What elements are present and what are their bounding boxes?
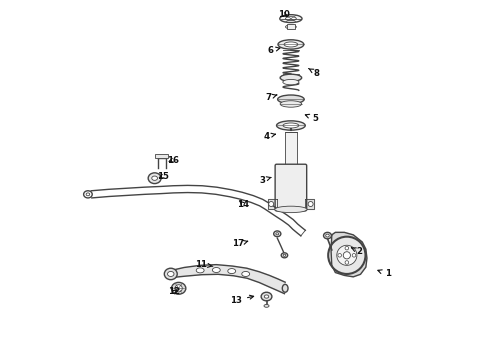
Ellipse shape (278, 40, 304, 49)
Ellipse shape (152, 176, 157, 180)
Circle shape (345, 246, 349, 250)
Text: 7: 7 (265, 93, 277, 102)
Ellipse shape (280, 74, 302, 81)
Ellipse shape (283, 254, 286, 256)
Ellipse shape (283, 123, 299, 128)
Polygon shape (305, 199, 314, 210)
Ellipse shape (284, 42, 298, 47)
Ellipse shape (172, 282, 186, 294)
Ellipse shape (280, 15, 302, 23)
Ellipse shape (276, 233, 279, 235)
Text: 15: 15 (157, 172, 169, 181)
Text: 14: 14 (237, 200, 249, 209)
Text: 17: 17 (232, 239, 247, 248)
Text: 12: 12 (168, 287, 180, 296)
Ellipse shape (282, 284, 288, 292)
Ellipse shape (196, 268, 204, 273)
FancyBboxPatch shape (275, 164, 307, 211)
Circle shape (345, 261, 349, 264)
Text: 16: 16 (167, 156, 178, 165)
Circle shape (269, 202, 274, 207)
Text: 8: 8 (309, 68, 319, 78)
Ellipse shape (286, 17, 296, 21)
Circle shape (352, 253, 356, 257)
Text: 3: 3 (259, 176, 271, 185)
Ellipse shape (86, 193, 90, 196)
Ellipse shape (242, 271, 250, 276)
Ellipse shape (281, 253, 288, 258)
Ellipse shape (280, 101, 302, 107)
Ellipse shape (323, 232, 331, 239)
Ellipse shape (164, 268, 177, 280)
Ellipse shape (283, 80, 299, 85)
Ellipse shape (84, 191, 92, 198)
Ellipse shape (228, 269, 236, 274)
Ellipse shape (278, 95, 304, 104)
Text: 6: 6 (268, 46, 280, 55)
Text: 4: 4 (264, 132, 275, 141)
Ellipse shape (264, 305, 269, 307)
Ellipse shape (326, 234, 329, 237)
Bar (155, 154, 168, 158)
Text: 2: 2 (351, 247, 363, 256)
Text: 1: 1 (378, 269, 391, 278)
Text: 10: 10 (278, 10, 290, 19)
Ellipse shape (261, 292, 272, 301)
Ellipse shape (265, 295, 269, 298)
Bar (287, 24, 295, 30)
Ellipse shape (168, 271, 174, 276)
Circle shape (175, 285, 182, 292)
Circle shape (328, 237, 366, 274)
Polygon shape (172, 265, 285, 294)
Text: 11: 11 (195, 260, 213, 269)
Circle shape (338, 253, 342, 257)
Ellipse shape (276, 121, 305, 130)
Ellipse shape (286, 25, 296, 29)
Ellipse shape (275, 206, 307, 213)
Text: 13: 13 (230, 295, 254, 305)
Ellipse shape (148, 173, 161, 184)
Ellipse shape (274, 231, 281, 237)
Circle shape (308, 202, 313, 207)
Circle shape (343, 252, 350, 259)
Bar (285, 132, 296, 166)
Polygon shape (268, 199, 276, 210)
Circle shape (337, 245, 357, 265)
Polygon shape (331, 232, 367, 277)
Text: 5: 5 (305, 114, 318, 123)
Ellipse shape (212, 267, 220, 273)
